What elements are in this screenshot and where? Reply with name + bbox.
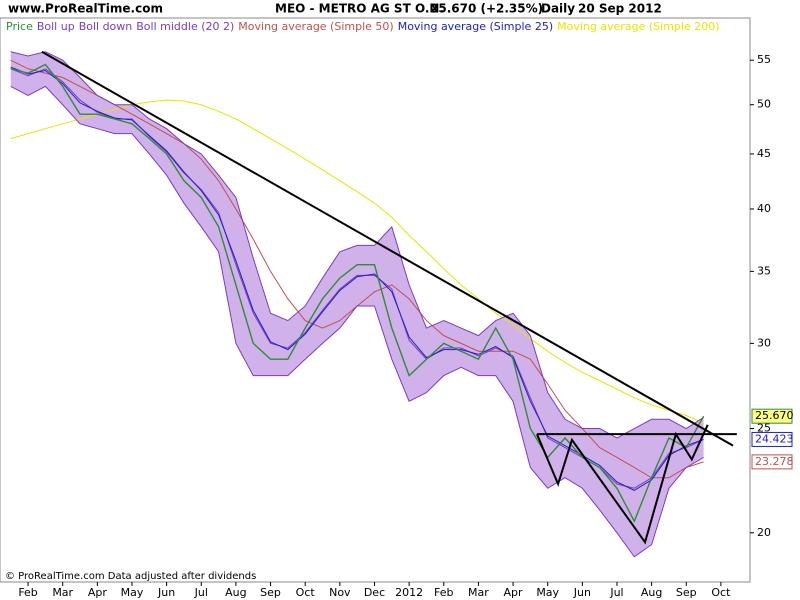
x-tick-label: Apr [88,586,108,599]
x-tick-label: Feb [434,586,453,599]
x-tick-label: Feb [18,586,37,599]
quote: 25.670 (+2.35%) [430,2,543,16]
period: Daily [541,2,575,16]
x-tick-label: Oct [711,586,731,599]
x-tick-label: May [536,586,559,599]
x-tick-label: Mar [468,586,489,599]
series-line [10,85,704,558]
last-value-box [751,454,793,470]
x-tick-label: Aug [225,586,246,599]
legend-entry: Moving average (Simple 200) [557,20,719,33]
trendline [41,50,734,447]
y-tick-label: 45 [757,147,771,160]
x-tick-label: Jun [573,586,591,599]
legend-entry: Boll down [79,20,133,33]
x-tick-label: Sep [676,586,697,599]
y-tick-label: 40 [757,202,771,215]
x-tick-label: May [121,586,144,599]
x-tick-label: Nov [329,586,351,599]
legend-entry: Boll middle (20 2) [136,20,234,33]
x-tick-label: 2012 [395,586,423,599]
series-line [10,63,705,523]
x-tick-label: Sep [260,586,281,599]
footer: © ProRealTime.com Data adjusted after di… [5,571,256,582]
y-tick-label: 35 [757,264,771,277]
y-tick-label: 25 [757,422,771,435]
last-value-box [751,408,793,424]
x-tick-label: Mar [52,586,73,599]
last-value-box [751,431,793,447]
bollinger-band [10,51,704,557]
y-tick-label: 50 [757,98,771,111]
y-tick-label: 55 [757,53,771,66]
series-line [10,99,704,424]
x-tick-label: Jun [157,586,175,599]
x-tick-label: Jul [194,586,208,599]
legend-entry: Moving average (Simple 50) [238,20,393,33]
last-value-label: 24.423 [755,432,794,445]
legend-entry: Moving average (Simple 25) [398,20,553,33]
x-tick-label: Jul [609,586,623,599]
legend-entry: Price [6,20,33,33]
chart-title: MEO - METRO AG ST O.N. [275,2,444,16]
last-value-label: 23.278 [755,455,794,468]
plot-frame [0,17,751,583]
y-tick-label: 30 [757,336,771,349]
legend-entry: Boll up [37,20,75,33]
x-tick-label: Aug [641,586,662,599]
site-name: www.ProRealTime.com [8,2,163,16]
x-tick-label: Apr [504,586,524,599]
date: 20 Sep 2012 [578,2,662,16]
x-tick-label: Oct [296,586,316,599]
x-tick-label: Dec [364,586,385,599]
series-line [10,51,704,439]
trendline [536,424,709,545]
series-line [10,66,704,491]
last-value-label: 25.670 [755,409,794,422]
y-tick-label: 20 [757,526,771,539]
